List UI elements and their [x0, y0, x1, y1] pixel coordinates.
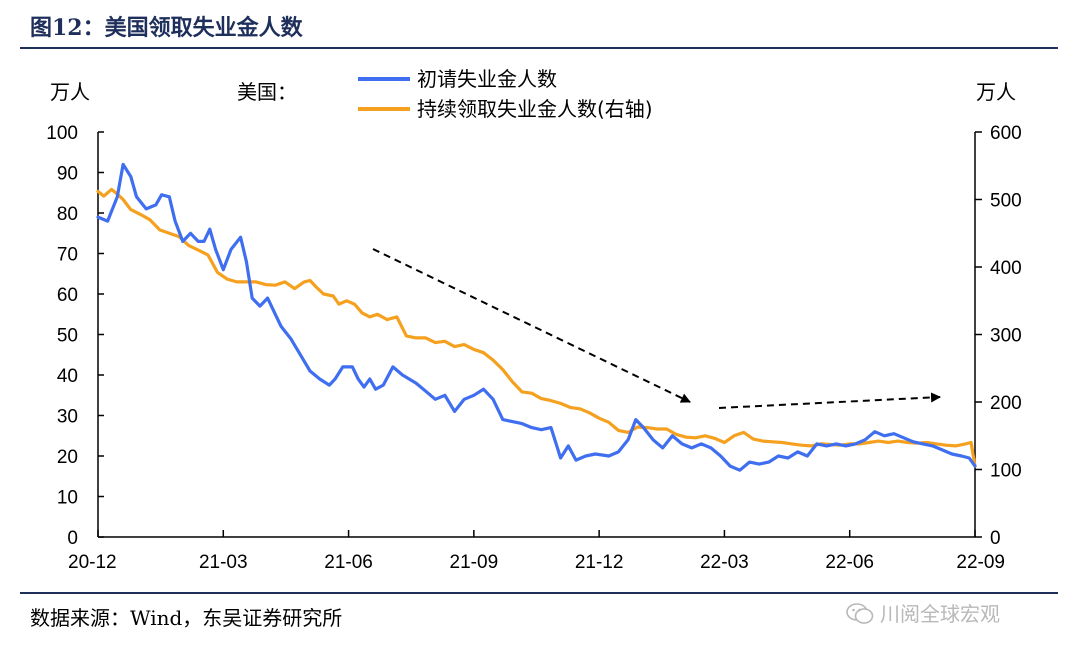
trend-arrow-flat [718, 392, 941, 409]
source-note: 数据来源：Wind，东吴证券研究所 [30, 606, 343, 630]
x-tick-label: 21-03 [199, 552, 248, 573]
x-tick-label: 20-12 [68, 552, 117, 573]
right-tick-label: 600 [990, 123, 1022, 144]
right-unit-label: 万人 [976, 80, 1016, 104]
right-tick-label: 0 [990, 528, 1001, 549]
left-tick-label: 20 [57, 447, 78, 468]
region-label: 美国： [237, 80, 297, 104]
watermark: 川阅全球宏观 [846, 598, 1000, 627]
trend-arrow-down [372, 248, 691, 403]
right-tick-label: 400 [990, 258, 1022, 279]
x-tick-label: 21-06 [324, 552, 373, 573]
legend-label-initial: 初请失业金人数 [417, 67, 557, 91]
left-tick-label: 40 [57, 366, 78, 387]
left-tick-label: 90 [57, 164, 78, 185]
x-tick-label: 22-09 [956, 552, 1005, 573]
left-tick-label: 10 [57, 488, 78, 509]
right-tick-label: 300 [990, 326, 1022, 347]
chart-canvas: 0 10 20 30 40 50 60 70 80 90 100 0 100 200 300 400 500 6… [46, 67, 1022, 573]
x-tick-label: 21-09 [450, 552, 499, 573]
left-tick-label: 60 [57, 285, 78, 306]
left-unit-label: 万人 [50, 80, 90, 104]
x-tick-label: 22-06 [825, 552, 874, 573]
top-rule [20, 47, 1058, 49]
series-line-initial-claims [96, 162, 977, 472]
left-tick-label: 70 [57, 245, 78, 266]
chart-title: 图12：美国领取失业金人数 [30, 15, 303, 41]
left-tick-label: 80 [57, 204, 78, 225]
right-tick-label: 100 [990, 461, 1022, 482]
x-tick-label: 22-03 [700, 552, 749, 573]
right-tick-label: 200 [990, 393, 1022, 414]
right-tick-label: 500 [990, 191, 1022, 212]
bottom-rule [20, 592, 1058, 594]
x-tick-label: 21-12 [575, 552, 624, 573]
wechat-icon [846, 603, 874, 624]
left-tick-label: 100 [46, 123, 78, 144]
left-tick-label: 50 [57, 326, 78, 347]
left-tick-label: 0 [67, 528, 78, 549]
left-tick-label: 30 [57, 407, 78, 428]
watermark-text: 川阅全球宏观 [880, 602, 1000, 626]
legend-label-continuing: 持续领取失业金人数(右轴) [417, 97, 653, 121]
